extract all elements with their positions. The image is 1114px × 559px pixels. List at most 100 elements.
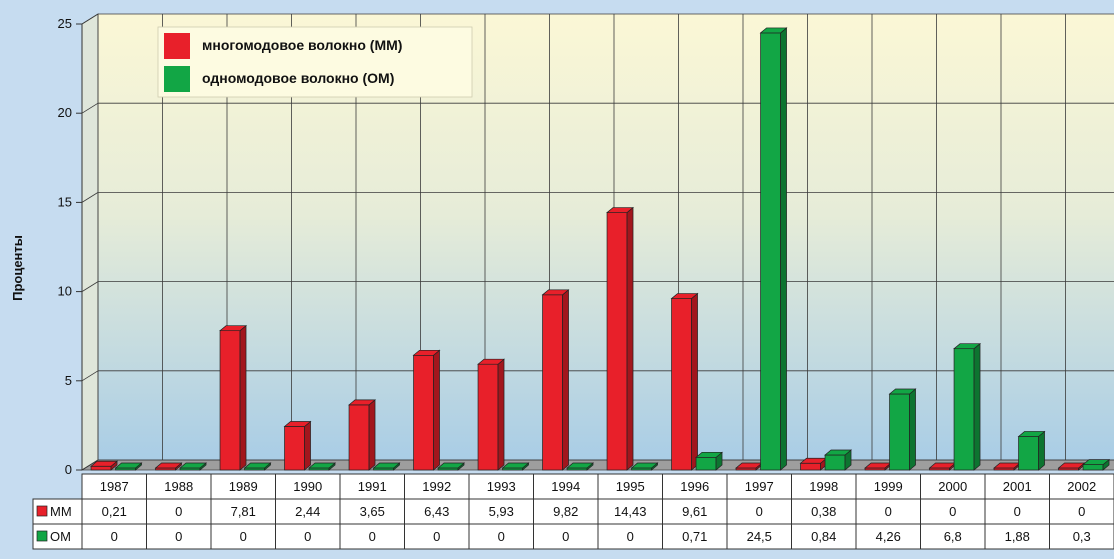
bar-top — [437, 462, 466, 469]
bar-mm-1992 — [412, 349, 441, 471]
bar-top — [759, 27, 788, 34]
data-label: 9,82 — [553, 504, 578, 519]
bar-front — [671, 298, 692, 471]
data-label: 0 — [240, 529, 247, 544]
bar-side — [691, 292, 698, 471]
data-label: 0 — [111, 529, 118, 544]
gridline-side — [81, 102, 99, 114]
bar-top — [1017, 431, 1046, 437]
bar-front — [413, 354, 434, 471]
bar-top — [824, 449, 853, 456]
legend-swatch-mm — [164, 33, 190, 59]
bar-om-1994 — [566, 462, 595, 471]
x-tick-label: 1999 — [874, 479, 903, 494]
legend-label-mm: многомодовое волокно (ММ) — [202, 37, 402, 53]
bar-front — [219, 330, 241, 471]
bar-top — [630, 462, 659, 469]
bar-om-1997 — [759, 27, 788, 471]
bar-top — [372, 462, 401, 469]
data-label: 1,88 — [1005, 529, 1030, 544]
bar-front — [1018, 436, 1039, 471]
x-tick-label: 2001 — [1003, 479, 1032, 494]
bar-top — [695, 451, 724, 458]
data-label: 14,43 — [614, 504, 647, 519]
bar-mm-1989 — [219, 324, 247, 471]
data-label: 0,21 — [102, 504, 127, 519]
bar-side — [973, 342, 981, 471]
data-label: 4,26 — [876, 529, 901, 544]
x-tick-label: 1993 — [487, 479, 516, 494]
bar-om-1991 — [372, 462, 401, 471]
bar-side — [368, 399, 376, 471]
bar-top — [348, 399, 376, 406]
bar-top — [566, 462, 595, 469]
bar-mm-1994 — [541, 289, 570, 471]
bar-mm-1998 — [799, 457, 828, 471]
bar-mm-1995 — [606, 206, 634, 471]
bar-front — [953, 348, 975, 471]
table-legend-key-mm — [36, 505, 48, 517]
bar-mm-1996 — [670, 292, 699, 471]
bar-front — [477, 363, 499, 471]
data-label: 5,93 — [489, 504, 514, 519]
bar-top — [888, 388, 917, 395]
y-tick-label: 10 — [58, 284, 72, 299]
bar-top — [283, 421, 312, 427]
y-axis-label: Проценты — [10, 235, 25, 301]
bar-front — [889, 393, 910, 471]
gridline-side — [81, 13, 99, 25]
x-tick-label: 1990 — [293, 479, 322, 494]
data-label: 24,5 — [747, 529, 772, 544]
bar-side — [497, 358, 505, 471]
bar-om-1993 — [501, 462, 530, 471]
bar-om-1990 — [308, 462, 337, 471]
bar-side — [239, 324, 247, 471]
data-label: 0,84 — [811, 529, 836, 544]
data-label: 9,61 — [682, 504, 707, 519]
bar-front — [606, 212, 628, 471]
table-series-label-om: OM — [50, 529, 71, 544]
bar-side — [626, 206, 634, 471]
gridline-side — [81, 459, 99, 471]
bar-om-1999 — [888, 388, 917, 471]
bar-mm-1987 — [90, 460, 118, 471]
bar-side — [1038, 430, 1045, 471]
bar-side — [909, 388, 916, 471]
data-label: 0 — [949, 504, 956, 519]
data-label: 0 — [562, 529, 569, 544]
x-tick-label: 1991 — [358, 479, 387, 494]
bar-mm-1988 — [154, 462, 183, 471]
data-label: 0 — [627, 529, 634, 544]
bar-top — [953, 343, 982, 350]
x-tick-label: 1996 — [680, 479, 709, 494]
bar-top — [477, 358, 505, 365]
bar-top — [308, 462, 337, 469]
data-label: 0 — [433, 529, 440, 544]
bar-om-1992 — [437, 462, 466, 471]
data-label: 0 — [1078, 504, 1085, 519]
bar-top — [90, 460, 118, 467]
x-tick-label: 1989 — [229, 479, 258, 494]
bar-om-1995 — [630, 462, 659, 471]
bar-top — [219, 325, 247, 332]
bar-om-1998 — [824, 449, 853, 471]
gridline-side — [81, 281, 99, 292]
x-tick-label: 1998 — [809, 479, 838, 494]
bar-om-1988 — [179, 462, 208, 471]
data-label: 0,3 — [1073, 529, 1091, 544]
bar-om-2002 — [1082, 458, 1111, 471]
bar-front — [542, 294, 563, 471]
data-label: 6,43 — [424, 504, 449, 519]
bar-mm-1993 — [477, 358, 505, 471]
y-tick-label: 5 — [65, 373, 72, 388]
bar-side — [304, 420, 311, 471]
bar-top — [670, 293, 699, 299]
data-label: 0 — [1014, 504, 1021, 519]
bar-front — [348, 404, 370, 471]
bar-side — [433, 349, 440, 471]
bar-top — [1082, 459, 1111, 465]
data-label: 0 — [175, 529, 182, 544]
data-label: 7,81 — [231, 504, 256, 519]
bar-top — [501, 462, 530, 469]
